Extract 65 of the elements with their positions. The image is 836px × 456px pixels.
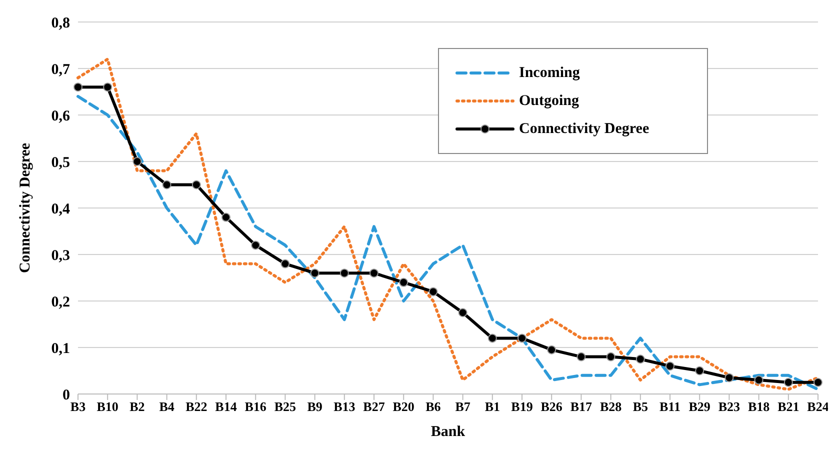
x-tick-label: B26 [540, 399, 563, 414]
y-tick-label: 0,4 [51, 201, 70, 218]
x-tick-label: B29 [688, 399, 711, 414]
point [606, 352, 616, 362]
x-tick-label: B10 [96, 399, 118, 414]
point [784, 378, 793, 387]
x-tick-label: B20 [392, 399, 414, 414]
x-tick-label: B19 [511, 399, 534, 414]
y-tick-label: 0,6 [51, 108, 70, 124]
x-tick-label: B6 [426, 399, 442, 414]
y-tick-label: 0,1 [51, 340, 70, 357]
point [103, 82, 112, 92]
point [488, 334, 497, 343]
x-tick-label: B21 [778, 399, 800, 414]
x-axis-title: Bank [430, 424, 466, 440]
point [162, 180, 172, 190]
x-tick-label: B11 [660, 399, 680, 414]
x-tick-label: B7 [455, 399, 471, 414]
x-tick-label: B13 [334, 399, 356, 414]
x-tick-label: B28 [600, 399, 622, 414]
legend-label: Incoming [519, 64, 580, 82]
point [340, 268, 349, 278]
y-axis-title: Connectivity Degree [17, 142, 34, 274]
point [814, 378, 822, 387]
point [280, 259, 290, 268]
point [251, 240, 260, 250]
x-tick-label: B17 [570, 399, 593, 414]
y-tick-label: 0,5 [51, 154, 70, 171]
x-tick-label: B16 [244, 399, 267, 414]
point [399, 278, 408, 287]
x-tick-label: B5 [632, 399, 648, 414]
point [518, 334, 526, 343]
y-tick-label: 0,7 [51, 62, 70, 78]
x-tick-label: B1 [484, 399, 500, 414]
x-tick-label: B9 [307, 399, 323, 414]
point [74, 82, 82, 92]
point [636, 354, 645, 364]
x-tick-label: B22 [186, 399, 208, 414]
legend-label: Outgoing [519, 92, 580, 110]
point [666, 362, 674, 371]
x-tick-label: B25 [274, 399, 297, 414]
x-tick-label: B23 [718, 399, 741, 414]
point [754, 376, 764, 385]
x-tick-label: B2 [130, 399, 145, 414]
point [428, 287, 438, 296]
point [132, 157, 142, 166]
x-tick-label: B4 [159, 399, 175, 414]
point [724, 373, 734, 382]
x-tick-label: B18 [748, 399, 770, 414]
x-tick-label: B3 [70, 399, 86, 414]
point [695, 366, 704, 376]
x-tick-label: B27 [363, 399, 386, 414]
y-tick-label: 0,2 [51, 294, 70, 310]
point [222, 212, 230, 222]
point [192, 180, 201, 190]
point [310, 268, 320, 278]
point [576, 352, 586, 362]
point [370, 268, 378, 278]
point [547, 345, 556, 354]
y-tick-label: 0,3 [51, 248, 70, 264]
x-tick-label: B14 [215, 399, 238, 414]
y-tick-label: 0 [62, 387, 70, 404]
legend-label: Connectivity Degree [519, 120, 650, 138]
y-tick-label: 0,8 [51, 15, 70, 32]
point [458, 308, 468, 318]
